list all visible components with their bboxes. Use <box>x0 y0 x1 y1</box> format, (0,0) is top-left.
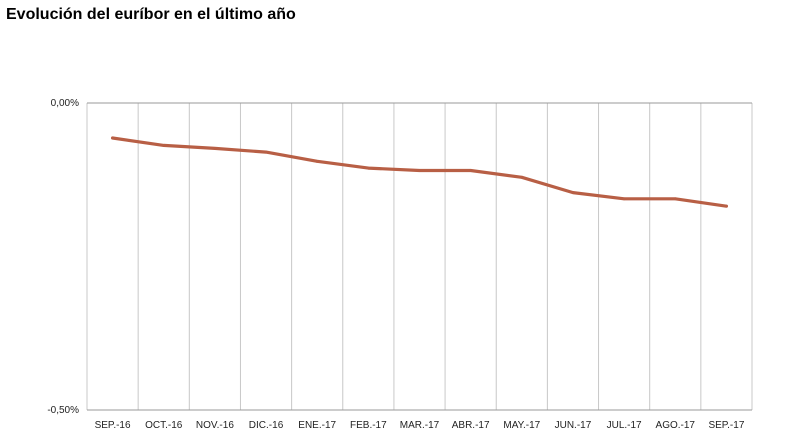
x-tick-label: OCT.-16 <box>145 420 183 431</box>
x-tick-label: JUL.-17 <box>607 420 642 431</box>
x-tick-label: DIC.-16 <box>249 420 284 431</box>
data-point <box>622 197 626 201</box>
x-tick-label: SEP.-16 <box>95 420 131 431</box>
x-tick-label: ABR.-17 <box>452 420 490 431</box>
x-tick-label: AGO.-17 <box>656 420 696 431</box>
x-tick-label: ENE.-17 <box>298 420 336 431</box>
data-point <box>264 150 268 154</box>
data-point <box>213 147 217 150</box>
data-point <box>725 204 728 208</box>
x-tick-label: JUN.-17 <box>555 420 592 431</box>
x-tick-label: MAR.-17 <box>400 420 440 431</box>
data-point <box>418 169 421 172</box>
data-point <box>520 175 524 179</box>
grid-lines <box>86 103 753 410</box>
x-tick-label: MAY.-17 <box>503 420 540 431</box>
data-point <box>571 191 575 195</box>
data-point <box>315 159 319 163</box>
series-line <box>110 136 729 208</box>
data-point <box>162 143 166 147</box>
y-tick-label: -0,50% <box>47 405 79 416</box>
x-tick-label: SEP.-17 <box>708 420 744 431</box>
series-group <box>110 136 729 208</box>
data-point <box>673 197 677 201</box>
x-tick-label: FEB.-17 <box>350 420 387 431</box>
data-point <box>469 169 473 172</box>
y-axis-ticks: 0,00% -0,50% <box>47 98 79 416</box>
data-point <box>366 166 370 170</box>
x-axis-ticks: SEP.-16 OCT.-16 NOV.-16 DIC.-16 ENE.-17 FEB.-… <box>95 420 745 431</box>
chart-title: Evolución del euríbor en el último año <box>6 6 296 23</box>
x-tick-label: NOV.-16 <box>196 420 234 431</box>
data-point <box>111 136 114 140</box>
y-tick-label: 0,00% <box>51 98 79 109</box>
